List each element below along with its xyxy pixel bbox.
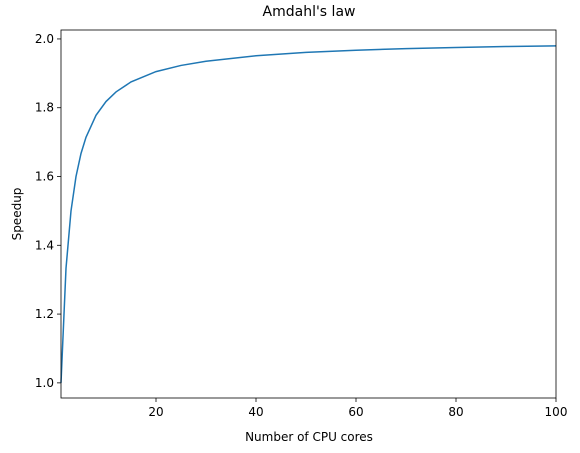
y-tick-label: 1.0 xyxy=(35,376,54,390)
y-tick-label: 1.2 xyxy=(35,307,54,321)
x-tick-label: 40 xyxy=(248,405,263,419)
x-tick-label: 60 xyxy=(348,405,363,419)
y-tick-label: 2.0 xyxy=(35,32,54,46)
x-tick-label: 20 xyxy=(148,405,163,419)
y-axis-label: Speedup xyxy=(10,188,24,241)
line-series xyxy=(60,45,557,383)
y-tick-label: 1.6 xyxy=(35,170,54,184)
y-tick-label: 1.8 xyxy=(35,101,54,115)
plot-frame xyxy=(60,29,557,399)
y-tick-label: 1.4 xyxy=(35,238,54,252)
chart-title: Amdahl's law xyxy=(263,4,356,20)
x-tick-label: 80 xyxy=(448,405,463,419)
x-axis-label: Number of CPU cores xyxy=(245,430,373,444)
x-tick-label: 100 xyxy=(545,405,568,419)
